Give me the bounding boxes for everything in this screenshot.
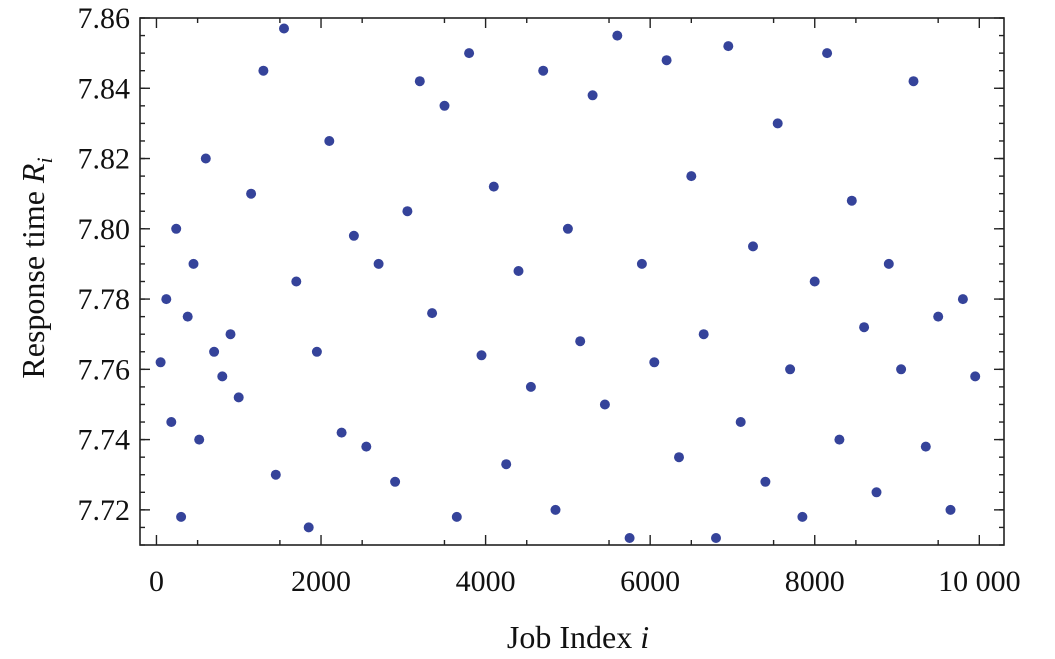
data-point [176, 511, 187, 522]
data-point [451, 511, 462, 522]
data-point [587, 90, 598, 101]
data-point [624, 533, 635, 543]
data-point [336, 427, 347, 438]
data-point [883, 258, 894, 269]
data-point [612, 30, 623, 41]
data-point [822, 48, 833, 59]
data-point [155, 357, 166, 368]
data-point [859, 322, 870, 333]
data-point [599, 399, 610, 410]
data-point [246, 188, 257, 199]
y-tick-label: 7.80 [78, 213, 131, 246]
data-point [414, 76, 425, 87]
data-point [748, 241, 758, 252]
x-axis-title: Job Index i [507, 619, 649, 655]
data-points [155, 23, 981, 543]
data-point [871, 487, 882, 498]
data-point [945, 504, 956, 515]
data-point [957, 294, 968, 305]
data-point [550, 504, 561, 515]
data-point [279, 23, 289, 34]
data-point [311, 346, 322, 357]
data-point [188, 258, 199, 269]
data-point [772, 118, 783, 129]
y-tick-label: 7.76 [78, 353, 131, 386]
data-point [711, 533, 721, 543]
data-point [501, 459, 512, 470]
data-point [896, 364, 907, 375]
tick-labels: 0 2000 4000 6000 8000 10 000 7.72 7.74 7.76 7.78 7… [78, 2, 1021, 598]
y-axis-title: Response time Ri [15, 157, 57, 378]
data-point [390, 476, 401, 487]
data-point [933, 311, 944, 322]
data-point [488, 181, 499, 192]
data-point [233, 392, 244, 403]
data-point [686, 171, 697, 182]
data-point [303, 522, 314, 533]
data-point [970, 371, 981, 382]
data-point [674, 452, 684, 463]
data-point [636, 258, 647, 269]
data-point [171, 223, 182, 234]
plot-frame [139, 17, 1005, 546]
x-tick-label: 6000 [620, 565, 680, 598]
data-point [182, 311, 193, 322]
data-point [661, 55, 672, 66]
data-point [834, 434, 845, 445]
data-point [361, 441, 372, 452]
data-point [760, 476, 771, 487]
data-point [161, 294, 172, 305]
data-point [166, 417, 177, 427]
data-point [538, 65, 549, 76]
data-point [920, 441, 931, 452]
axis-ticks [140, 17, 1004, 546]
data-point [225, 329, 236, 340]
data-point [649, 357, 660, 368]
data-point [209, 346, 220, 357]
x-tick-label: 8000 [785, 565, 845, 598]
data-point [217, 371, 228, 382]
x-tick-label: 2000 [291, 565, 351, 598]
data-point [270, 469, 281, 480]
y-tick-label: 7.84 [78, 72, 131, 105]
data-point [373, 258, 384, 269]
data-point [908, 76, 919, 87]
data-point [402, 206, 413, 217]
y-tick-label: 7.74 [78, 424, 131, 457]
data-point [525, 381, 536, 392]
y-tick-label: 7.86 [78, 2, 131, 35]
data-point [562, 223, 573, 234]
data-point [439, 100, 450, 111]
data-point [427, 308, 438, 319]
x-tick-label: 4000 [456, 565, 516, 598]
y-tick-label: 7.82 [78, 143, 131, 176]
data-point [723, 41, 734, 52]
data-point [846, 195, 857, 206]
data-point [476, 350, 487, 361]
data-point [513, 266, 524, 276]
data-point [324, 136, 335, 146]
data-point [348, 230, 359, 241]
data-point [200, 153, 211, 164]
data-point [785, 364, 796, 375]
y-tick-label: 7.78 [78, 283, 131, 316]
y-tick-label: 7.72 [78, 494, 131, 527]
x-tick-label: 10 000 [938, 565, 1021, 598]
data-point [291, 276, 302, 287]
data-point [575, 336, 586, 347]
data-point [809, 276, 820, 287]
data-point [735, 417, 746, 427]
data-point [797, 511, 808, 522]
data-point [698, 329, 709, 340]
data-point [258, 65, 269, 76]
data-point [464, 48, 475, 59]
data-point [194, 434, 205, 445]
x-tick-label: 0 [149, 565, 164, 598]
